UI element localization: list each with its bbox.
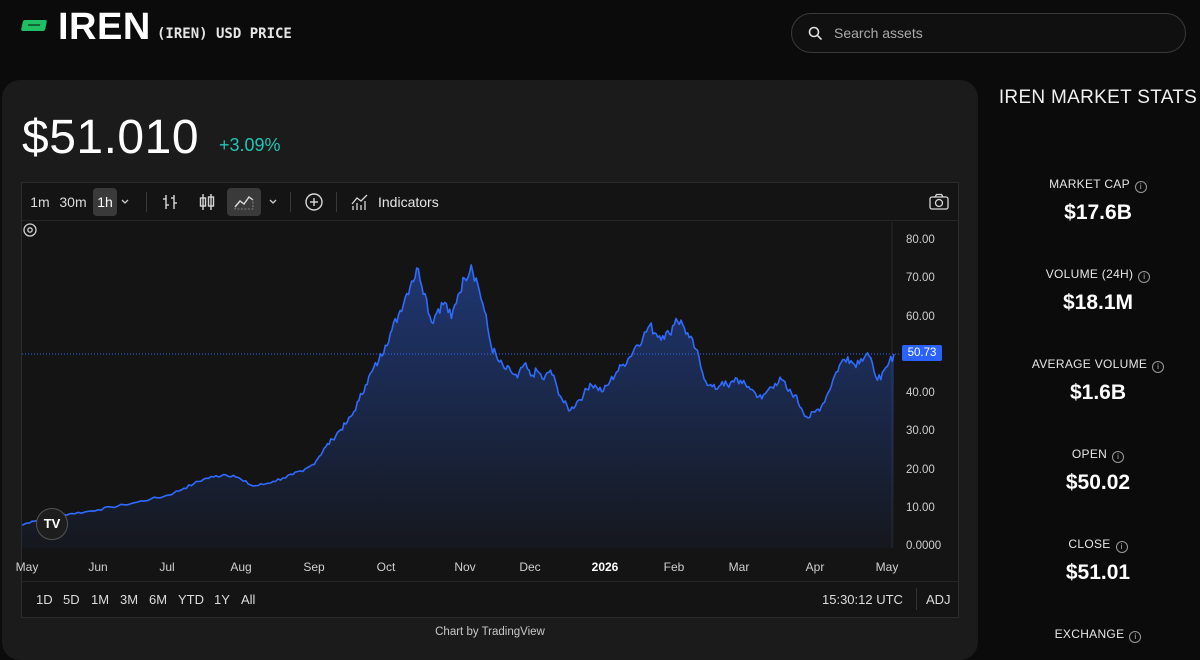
range-3m-button[interactable]: 3M (120, 592, 139, 607)
price-chart[interactable]: 80.0070.0060.0050.0040.0030.0020.0010.00… (16, 222, 958, 578)
stat-label-exchange: EXCHANGE i (990, 627, 1200, 643)
chart-toolbar: 1m 30m 1h (22, 183, 958, 221)
interval-1m-button[interactable]: 1m (30, 194, 50, 210)
indicators-icon[interactable] (349, 191, 371, 213)
time-axis-tick: Dec (519, 560, 541, 574)
search-box[interactable] (791, 13, 1186, 53)
interval-1h-button[interactable]: 1h (93, 188, 117, 216)
time-axis-tick: Jun (88, 560, 108, 574)
asset-subtitle: (IREN) USD PRICE (157, 26, 292, 42)
time-axis-tick: Sep (303, 560, 325, 574)
time-axis-tick: May (875, 560, 899, 574)
range-6m-button[interactable]: 6M (149, 592, 168, 607)
stat-value-market-cap: $17.6B (1064, 201, 1132, 224)
stat-label-close: CLOSE i (990, 537, 1200, 553)
price-panel: $51.010 +3.09% 1m 30m 1h (2, 80, 978, 660)
stat-label-text: EXCHANGE (1054, 627, 1125, 641)
candlestick-icon[interactable] (196, 191, 218, 213)
market-stats-title: IREN MARKET STATS (998, 87, 1198, 108)
chart-type-chevron-icon[interactable] (267, 197, 279, 207)
chart-attribution[interactable]: Chart by TradingView (435, 626, 545, 638)
stat-label-average-volume: AVERAGE VOLUME i (990, 357, 1200, 373)
time-axis-tick: May (15, 560, 39, 574)
stat-value-volume: $18.1M (1062, 291, 1134, 314)
stat-value-open: $50.02 (1065, 471, 1131, 494)
stat-label-text: CLOSE (1068, 537, 1111, 551)
time-axis-tick: Jul (159, 560, 175, 574)
stat-label-text: OPEN (1071, 447, 1108, 461)
last-price-label: 50.73 (902, 345, 942, 361)
area-chart-icon (234, 196, 254, 210)
time-axis-tick: Apr (805, 560, 825, 574)
price-change: +3.09% (219, 135, 281, 155)
price-axis-tick: 10.00 (906, 501, 935, 514)
price-axis-tick: 60.00 (906, 310, 935, 323)
page-header: IREN (IREN) USD PRICE (0, 0, 1200, 70)
info-icon[interactable]: i (1138, 271, 1151, 283)
range-1m-button[interactable]: 1M (91, 592, 110, 607)
stat-label-open: OPEN i (990, 447, 1200, 463)
stat-value-close: $51.01 (1065, 561, 1131, 584)
range-bar-divider (916, 588, 917, 610)
market-stats-panel: IREN MARKET STATS MARKET CAP i $17.6B VOL… (990, 80, 1200, 650)
time-axis-tick: Feb (663, 560, 685, 574)
indicators-button[interactable]: Indicators (378, 194, 439, 210)
price-axis-tick: 40.00 (906, 387, 935, 399)
bar-chart-icon[interactable] (159, 191, 181, 213)
stat-label-market-cap: MARKET CAP i (990, 177, 1200, 193)
info-icon[interactable]: i (1112, 451, 1125, 463)
time-axis-tick: Aug (230, 560, 252, 574)
add-circle-icon[interactable] (303, 191, 325, 213)
chart-widget: 1m 30m 1h (16, 182, 959, 618)
range-1y-button[interactable]: 1Y (214, 592, 230, 607)
range-all-button[interactable]: All (241, 592, 256, 607)
range-bar: 1D 5D 1M 3M 6M YTD 1Y All 15:30:12 UTC A… (22, 581, 958, 617)
stat-label-text: AVERAGE VOLUME (1031, 357, 1148, 371)
price-axis-tick: 80.00 (906, 234, 935, 246)
interval-30m-button[interactable]: 30m (59, 194, 87, 210)
info-icon[interactable]: i (1134, 181, 1147, 193)
utc-clock[interactable]: 15:30:12 UTC (822, 592, 903, 607)
stat-value-average-volume: $1.6B (1069, 381, 1127, 404)
price-axis-tick: 70.00 (906, 272, 935, 285)
search-input[interactable] (834, 22, 1164, 44)
settings-gear-icon[interactable] (22, 222, 38, 238)
current-price: $51.010 (22, 111, 200, 164)
info-icon[interactable]: i (1129, 631, 1142, 643)
chevron-down-icon[interactable] (119, 197, 131, 207)
info-icon[interactable]: i (1115, 541, 1128, 553)
time-axis-tick: 2026 (591, 560, 619, 574)
toolbar-divider (146, 192, 147, 212)
camera-icon[interactable] (928, 191, 950, 213)
range-5d-button[interactable]: 5D (63, 592, 80, 607)
brand-logo-icon (20, 20, 48, 31)
search-icon (808, 26, 822, 40)
tradingview-logo-icon[interactable]: TV (36, 508, 68, 540)
toolbar-divider (290, 192, 291, 212)
info-icon[interactable]: i (1152, 361, 1165, 373)
range-1d-button[interactable]: 1D (36, 592, 53, 607)
price-line (22, 264, 895, 526)
asset-ticker: IREN (58, 6, 151, 48)
time-axis-tick: Oct (376, 560, 396, 574)
time-axis-tick: Mar (728, 560, 750, 574)
time-axis-tick: Nov (454, 560, 476, 574)
price-axis-tick: 0.0000 (906, 540, 942, 552)
price-chart-canvas (22, 222, 900, 548)
range-ytd-button[interactable]: YTD (178, 592, 204, 607)
stat-label-text: VOLUME (24H) (1045, 267, 1134, 281)
toolbar-divider (336, 192, 337, 212)
area-chart-button[interactable] (227, 188, 261, 216)
stat-label-volume: VOLUME (24H) i (990, 267, 1200, 283)
price-axis-tick: 20.00 (906, 463, 935, 476)
adjust-button[interactable]: ADJ (926, 592, 951, 607)
price-axis-tick: 30.00 (906, 425, 935, 438)
stat-label-text: MARKET CAP (1049, 177, 1130, 191)
price-area (22, 264, 894, 548)
